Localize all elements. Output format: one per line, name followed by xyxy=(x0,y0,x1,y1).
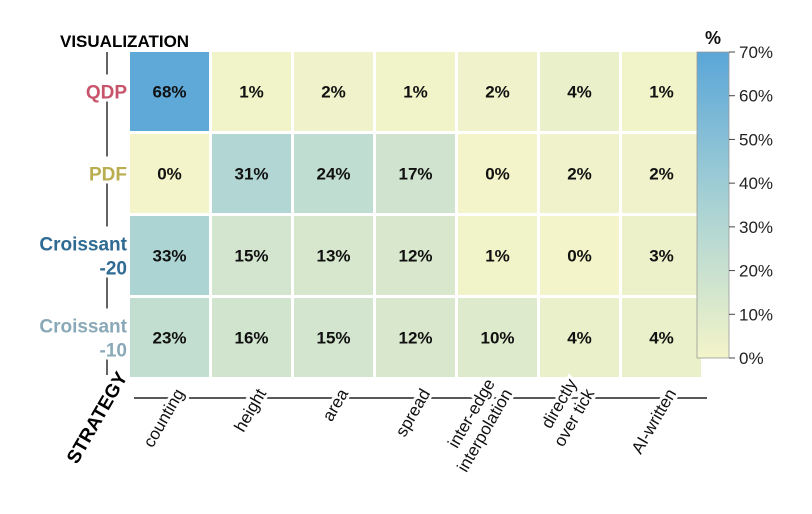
column-label-text: height xyxy=(231,385,271,435)
cell-value-label: 4% xyxy=(567,329,592,348)
cell-value-label: 1% xyxy=(649,83,674,102)
heatmap-cell xyxy=(130,216,209,295)
column-label: area xyxy=(316,382,356,427)
heatmap-cell xyxy=(540,216,619,295)
heatmap-grid: 68% 1% 2% 1% 2% 4% 1% 0% 31% 24% 17% 0% 2% 2% 33% 15% 13… xyxy=(128,50,703,379)
colorbar-tick-label: 60% xyxy=(739,87,773,106)
colorbar: % 0% 10% 20% 30% 40% 50% 60% 70% xyxy=(696,28,773,368)
colorbar-tick-label: 70% xyxy=(739,43,773,62)
cell-value-label: 31% xyxy=(234,165,268,184)
cell-value-label: 33% xyxy=(152,247,186,266)
row-label: Croissant xyxy=(39,235,127,256)
cell-value-label: 2% xyxy=(485,83,510,102)
cell-value-label: 1% xyxy=(239,83,264,102)
column-label: spread xyxy=(389,383,437,444)
colorbar-gradient xyxy=(696,51,730,359)
row-label: -10 xyxy=(100,341,127,362)
heatmap-cell xyxy=(458,216,537,295)
cell-value-label: 4% xyxy=(649,329,674,348)
cell-value-label: 17% xyxy=(398,165,432,184)
cell-value-label: 3% xyxy=(649,247,674,266)
cell-value-label: 10% xyxy=(480,329,514,348)
heatmap-cell xyxy=(622,134,701,213)
cell-value-label: 0% xyxy=(157,165,182,184)
colorbar-title: % xyxy=(705,28,721,48)
cell-value-label: 0% xyxy=(485,165,510,184)
cell-value-label: 13% xyxy=(316,247,350,266)
row-labels: QDP PDF Croissant -20 Croissant -10 xyxy=(39,52,128,375)
cell-value-label: 16% xyxy=(234,329,268,348)
colorbar-tick-label: 10% xyxy=(739,305,773,324)
heatmap-cell xyxy=(376,216,455,295)
heatmap-cell xyxy=(622,216,701,295)
column-label: AI-written xyxy=(625,383,683,461)
heatmap-cell xyxy=(376,134,455,213)
cell-value-label: 1% xyxy=(485,247,510,266)
cell-value-label: 12% xyxy=(398,329,432,348)
heatmap-cell xyxy=(212,216,291,295)
row-label: -20 xyxy=(100,259,127,280)
colorbar-tick-label: 50% xyxy=(739,130,773,149)
heatmap-cell xyxy=(294,52,373,131)
x-axis-title: STRATEGY xyxy=(63,368,132,467)
heatmap-cell xyxy=(376,52,455,131)
heatmap-cell xyxy=(458,298,537,377)
heatmap-cell xyxy=(130,52,209,131)
cell-value-label: 68% xyxy=(152,83,186,102)
y-axis-title: VISUALIZATION xyxy=(60,32,189,51)
cell-value-label: 15% xyxy=(316,329,350,348)
cell-value-label: 0% xyxy=(567,247,592,266)
cell-value-label: 23% xyxy=(152,329,186,348)
column-label-text: spread xyxy=(392,386,434,441)
heatmap-cell xyxy=(130,134,209,213)
colorbar-tick-label: 0% xyxy=(739,349,764,368)
heatmap-cell xyxy=(540,52,619,131)
colorbar-tick-label: 30% xyxy=(739,218,773,237)
cell-value-label: 15% xyxy=(234,247,268,266)
heatmap-cell xyxy=(622,52,701,131)
heatmap-cell xyxy=(376,298,455,377)
heatmap-cell xyxy=(294,216,373,295)
heatmap-cell xyxy=(540,134,619,213)
column-labels: counting height area spread inter-edgeinterp… xyxy=(134,372,707,479)
column-label-text: AI-written xyxy=(628,386,680,458)
row-label: PDF xyxy=(89,165,127,186)
cell-value-label: 2% xyxy=(649,165,674,184)
column-label: counting xyxy=(137,383,192,454)
cell-value-label: 2% xyxy=(567,165,592,184)
cell-value-label: 4% xyxy=(567,83,592,102)
row-label: QDP xyxy=(86,83,128,104)
colorbar-tick-label: 20% xyxy=(739,262,773,281)
heatmap-cell xyxy=(458,134,537,213)
heatmap-cell xyxy=(458,52,537,131)
heatmap-cell xyxy=(294,134,373,213)
column-label-text: area xyxy=(319,385,353,424)
heatmap-cell xyxy=(622,298,701,377)
cell-value-label: 1% xyxy=(403,83,428,102)
cell-value-label: 24% xyxy=(316,165,350,184)
column-label-text: counting xyxy=(140,386,189,451)
heatmap-cell xyxy=(212,298,291,377)
heatmap-cell xyxy=(130,298,209,377)
column-label: height xyxy=(228,382,274,438)
colorbar-tick-label: 40% xyxy=(739,174,773,193)
cell-value-label: 2% xyxy=(321,83,346,102)
heatmap-cell xyxy=(212,134,291,213)
row-label: Croissant xyxy=(39,317,127,338)
heatmap-cell xyxy=(540,298,619,377)
cell-value-label: 12% xyxy=(398,247,432,266)
heatmap-cell xyxy=(294,298,373,377)
heatmap-cell xyxy=(212,52,291,131)
